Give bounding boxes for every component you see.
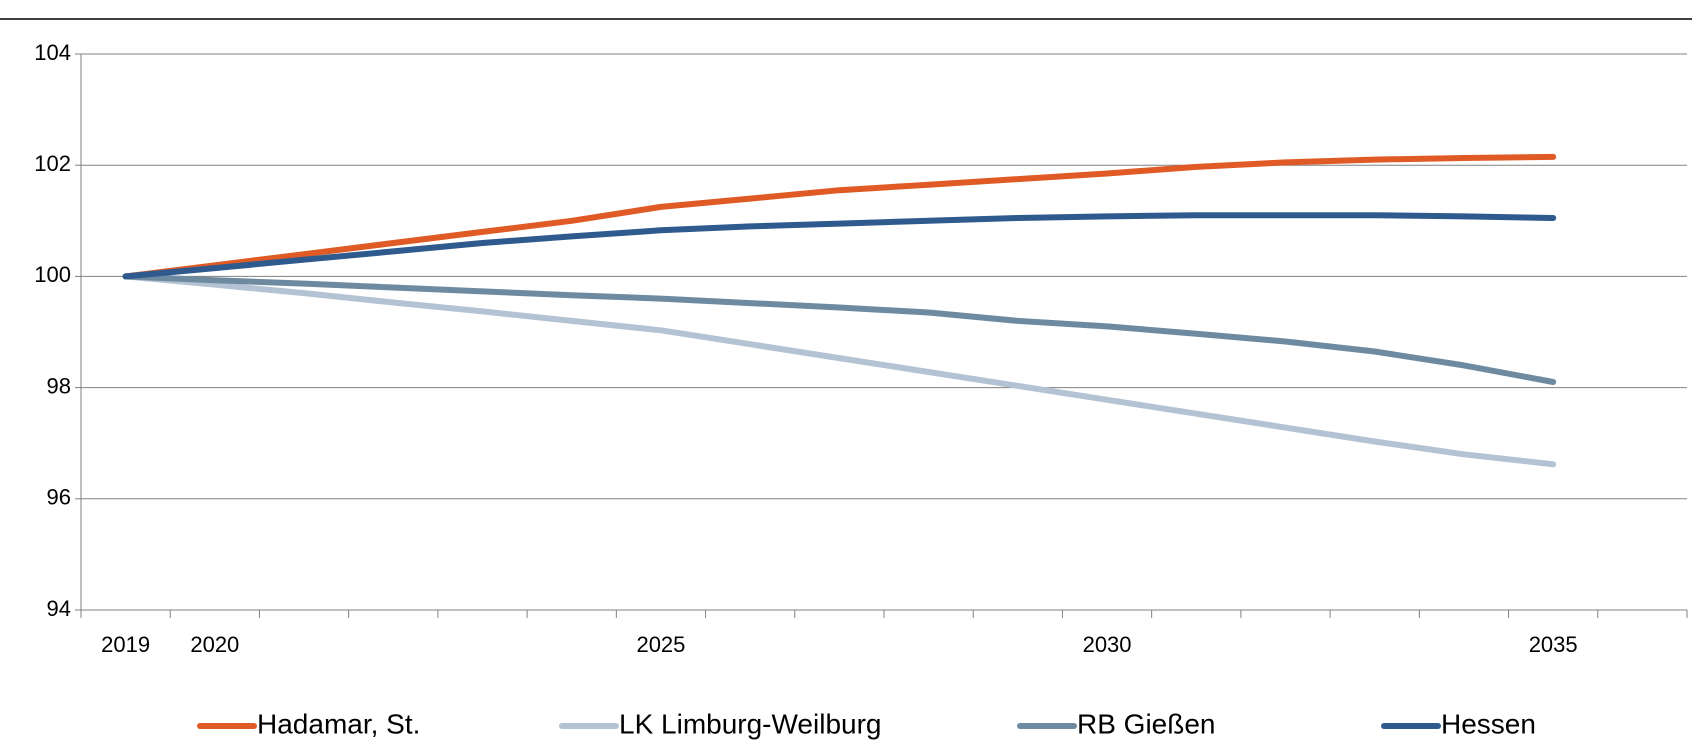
y-tick-label: 98 [47, 373, 71, 398]
legend-label: LK Limburg-Weilburg [619, 708, 882, 739]
y-tick-label: 94 [47, 596, 71, 621]
y-tick-label: 96 [47, 485, 71, 510]
series-line [122, 212, 1557, 280]
legend-label: Hadamar, St. [257, 708, 420, 739]
legend: Hadamar, St. LK Limburg-Weilburg RB Gießen… [197, 708, 1536, 739]
y-tick-label: 102 [34, 151, 71, 176]
y-tick-label: 104 [34, 40, 71, 65]
x-tick-label: 2025 [636, 632, 685, 657]
x-tick-label: 2030 [1083, 632, 1132, 657]
series-line [122, 273, 1557, 385]
y-tick-label: 100 [34, 262, 71, 287]
legend-label: RB Gießen [1077, 708, 1216, 739]
x-tick-label: 2020 [190, 632, 239, 657]
series-line [122, 273, 1557, 468]
x-tick-label: 2019 [101, 632, 150, 657]
x-tick-label: 2035 [1529, 632, 1578, 657]
series-line [122, 153, 1557, 280]
legend-label: Hessen [1441, 708, 1536, 739]
